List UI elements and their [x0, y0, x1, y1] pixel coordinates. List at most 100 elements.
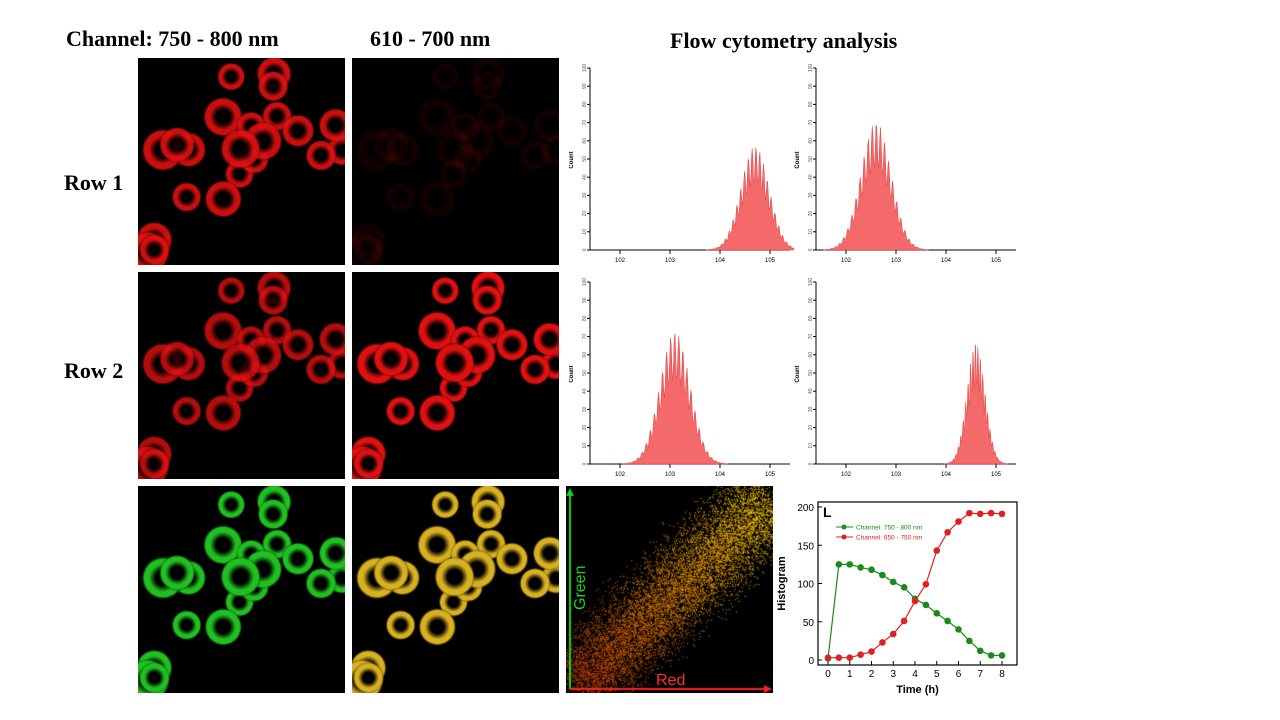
y-tick-label: 30	[808, 406, 814, 412]
y-tick-label: 100	[582, 64, 588, 73]
y-axis-label: Count	[569, 365, 575, 382]
y-tick-label: 100	[808, 64, 814, 73]
data-point	[868, 648, 875, 655]
data-point	[955, 518, 962, 525]
micrograph-r2-750	[138, 272, 345, 479]
y-tick-label: 0	[808, 656, 814, 667]
data-point	[868, 566, 875, 574]
y-tick-label: 20	[582, 425, 588, 431]
scatter-ylabel: Green	[572, 565, 589, 610]
data-point	[976, 647, 984, 655]
x-tick-label: 2	[869, 669, 875, 680]
histogram-r2-b: 0 10 20 30 40 50 60 70 80 90 100 102 103 104 105 Count	[795, 278, 1016, 478]
data-point	[987, 652, 995, 659]
data-point	[966, 509, 973, 517]
y-tick-label: 30	[582, 406, 588, 412]
y-tick-label: 100	[808, 278, 814, 287]
data-point	[900, 584, 908, 591]
x-tick-label: 102	[615, 258, 626, 264]
y-tick-label: 10	[582, 443, 588, 449]
scatter-plot	[566, 486, 773, 693]
row-label-2: Row 2	[64, 358, 124, 383]
y-tick-label: 0	[582, 462, 588, 465]
x-tick-label: 103	[891, 258, 902, 264]
data-point	[998, 510, 1006, 518]
legend-marker	[841, 534, 847, 540]
y-tick-label: 70	[808, 120, 814, 126]
data-point	[900, 617, 908, 625]
y-tick-label: 100	[797, 580, 814, 591]
y-tick-label: 50	[803, 618, 815, 629]
y-tick-label: 80	[808, 315, 814, 321]
x-tick-label: 105	[991, 258, 1002, 264]
y-axis-label: Count	[569, 151, 575, 168]
data-point	[889, 578, 897, 586]
y-tick-label: 90	[808, 83, 814, 89]
x-tick-label: 103	[665, 472, 676, 478]
x-tick-label: 7	[977, 669, 983, 680]
y-tick-label: 40	[582, 174, 588, 180]
series-line	[827, 563, 1002, 659]
flow-cytometry-title: Flow cytometry analysis	[670, 28, 898, 53]
data-point	[944, 617, 951, 625]
scatter-xlabel: Red	[656, 672, 686, 689]
y-tick-label: 0	[582, 248, 588, 251]
y-tick-label: 10	[582, 229, 588, 235]
y-axis-label: Count	[795, 151, 801, 168]
y-tick-label: 90	[582, 297, 588, 303]
legend-label: Channel: 750 - 800 nm	[856, 525, 922, 532]
y-tick-label: 60	[582, 352, 588, 358]
y-tick-label: 40	[582, 388, 588, 394]
legend-label: Channel: 650 - 750 nm	[856, 535, 922, 542]
x-tick-label: 104	[941, 472, 952, 478]
histogram-area	[823, 125, 929, 251]
histogram-r1-a: 0 10 20 30 40 50 60 70 80 90 100 102 103 104 105 Count	[569, 64, 794, 264]
legend-marker	[841, 524, 847, 530]
y-tick-label: 50	[808, 370, 814, 376]
x-tick-label: 4	[912, 669, 918, 680]
data-point	[987, 509, 995, 517]
data-point	[879, 639, 886, 646]
column-header-610-700: 610 - 700 nm	[370, 26, 491, 51]
x-axis-label: Time (h)	[896, 684, 939, 696]
data-point	[933, 547, 941, 554]
x-tick-label: 1	[847, 669, 853, 680]
y-tick-label: 20	[808, 211, 814, 217]
y-tick-label: 40	[808, 174, 814, 180]
data-point	[966, 637, 973, 645]
y-tick-label: 30	[582, 192, 588, 198]
x-tick-label: 105	[765, 472, 776, 478]
histogram-area	[944, 344, 1008, 465]
micrograph-r2-610	[352, 272, 559, 479]
data-point	[889, 630, 897, 638]
data-point	[933, 610, 941, 617]
y-tick-label: 70	[582, 334, 588, 340]
y-tick-label: 50	[808, 156, 814, 162]
y-axis-label: Histogram	[776, 556, 788, 611]
data-point	[922, 580, 930, 588]
y-tick-label: 30	[808, 192, 814, 198]
y-tick-label: 10	[808, 229, 814, 235]
x-tick-label: 105	[991, 472, 1002, 478]
x-tick-label: 5	[934, 669, 940, 680]
histogram-area	[622, 334, 728, 465]
x-tick-label: 103	[665, 258, 676, 264]
x-tick-label: 104	[715, 472, 726, 478]
y-tick-label: 50	[582, 370, 588, 376]
histogram-r2-a: 0 10 20 30 40 50 60 70 80 90 100 102 103 104 105 Count	[569, 278, 790, 478]
y-tick-label: 20	[808, 425, 814, 431]
data-point	[911, 597, 919, 605]
y-tick-label: 70	[582, 120, 588, 126]
y-tick-label: 0	[808, 462, 814, 465]
data-point	[955, 626, 962, 633]
data-point	[824, 654, 832, 662]
data-point	[846, 654, 854, 662]
y-tick-label: 60	[808, 352, 814, 358]
y-tick-label: 60	[582, 138, 588, 144]
x-tick-label: 104	[941, 258, 952, 264]
column-header-750-800: Channel: 750 - 800 nm	[66, 26, 279, 51]
data-point	[835, 561, 843, 568]
data-point	[976, 510, 984, 518]
data-point	[835, 654, 843, 662]
histogram-r1-b: 0 10 20 30 40 50 60 70 80 90 100 102 103 104 105 Count	[795, 64, 1016, 264]
